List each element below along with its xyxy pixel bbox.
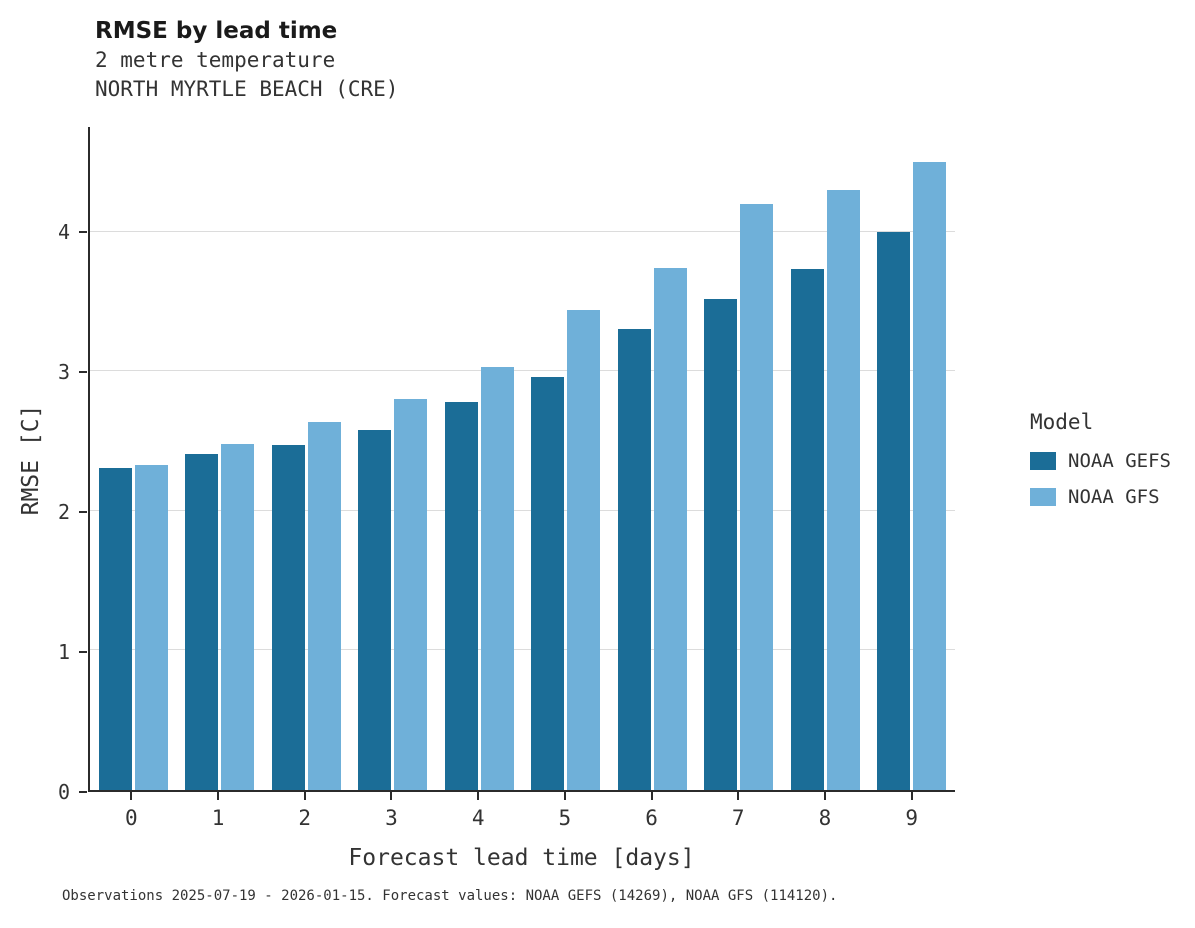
x-tickmark-8 — [823, 792, 826, 800]
x-tick-label-2: 2 — [298, 806, 312, 830]
x-axis-title: Forecast lead time [days] — [348, 845, 695, 871]
x-tick-label-1: 1 — [211, 806, 225, 830]
bar-group-day-3 — [350, 127, 437, 790]
bar-noaa-gfs-day-3 — [394, 399, 428, 790]
x-tickmark-5 — [563, 792, 566, 800]
legend-swatch-noaa-gefs — [1030, 452, 1056, 470]
x-tickmark-4 — [477, 792, 480, 800]
bar-noaa-gfs-day-7 — [740, 203, 774, 790]
gridlines-layer — [90, 127, 955, 790]
bar-group-day-2 — [263, 127, 350, 790]
caption: Observations 2025-07-19 - 2026-01-15. Fo… — [62, 888, 838, 904]
bar-noaa-gfs-day-2 — [307, 421, 341, 790]
gridline-y4 — [90, 230, 955, 232]
legend-entry-noaa-gefs: NOAA GEFS — [1030, 450, 1171, 472]
x-tick-label-6: 6 — [645, 806, 658, 830]
bar-group-day-4 — [436, 127, 523, 790]
x-tickmark-3 — [390, 792, 393, 800]
bar-noaa-gefs-day-1 — [185, 453, 219, 790]
legend-label-noaa-gfs: NOAA GFS — [1068, 486, 1160, 508]
y-tickmark-1 — [79, 651, 87, 653]
y-tickmark-0 — [79, 791, 87, 793]
x-tick-label-3: 3 — [385, 806, 398, 830]
bar-group-day-9 — [869, 127, 956, 790]
bar-group-day-1 — [177, 127, 264, 790]
y-axis-tickmarks — [79, 127, 87, 793]
bar-group-day-0 — [90, 127, 177, 790]
bar-noaa-gefs-day-8 — [790, 269, 824, 790]
bar-noaa-gfs-day-4 — [480, 367, 514, 790]
x-tickmark-9 — [910, 792, 913, 800]
y-tickmark-3 — [79, 371, 87, 373]
legend-entries: NOAA GEFS NOAA GFS — [1030, 450, 1171, 508]
gridline-y3 — [90, 370, 955, 372]
bar-noaa-gefs-day-3 — [358, 429, 392, 790]
bar-noaa-gfs-day-1 — [221, 443, 255, 790]
x-tickmark-2 — [303, 792, 306, 800]
y-tickmark-2 — [79, 511, 87, 513]
x-tickmark-1 — [217, 792, 220, 800]
y-tick-label-0: 0 — [57, 780, 70, 804]
bar-noaa-gfs-day-9 — [913, 161, 947, 790]
legend: Model NOAA GEFS NOAA GFS — [1030, 410, 1171, 508]
bar-noaa-gfs-day-0 — [134, 464, 168, 790]
bar-noaa-gefs-day-4 — [444, 401, 478, 790]
bar-noaa-gefs-day-0 — [98, 467, 132, 790]
x-tick-label-5: 5 — [558, 806, 572, 830]
bar-noaa-gfs-day-6 — [653, 267, 687, 790]
gridline-y1 — [90, 649, 955, 651]
chart-subtitle-variable: 2 metre temperature — [95, 48, 336, 72]
bar-noaa-gfs-day-5 — [567, 309, 601, 790]
x-tick-label-0: 0 — [125, 806, 138, 830]
bar-noaa-gefs-day-2 — [271, 445, 305, 790]
y-tick-label-2: 2 — [57, 500, 70, 524]
x-tick-label-4: 4 — [471, 806, 485, 830]
bar-noaa-gefs-day-7 — [704, 298, 738, 790]
y-tick-label-4: 4 — [57, 219, 70, 244]
chart-title: RMSE by lead time — [95, 18, 338, 44]
bar-noaa-gfs-day-8 — [826, 189, 860, 790]
gridline-y2 — [90, 509, 955, 511]
chart-subtitle-station: NORTH MYRTLE BEACH (CRE) — [95, 77, 399, 101]
y-tick-label-3: 3 — [57, 360, 70, 384]
bar-noaa-gefs-day-9 — [877, 231, 911, 790]
x-axis-tick-labels: 0 1 2 3 4 5 6 7 8 9 — [88, 806, 955, 836]
y-tick-label-1: 1 — [57, 640, 70, 664]
bar-group-day-8 — [782, 127, 869, 790]
x-tick-label-7: 7 — [731, 806, 745, 830]
plot-area — [88, 127, 955, 792]
bar-group-day-6 — [609, 127, 696, 790]
legend-swatch-noaa-gfs — [1030, 488, 1056, 506]
bars-layer — [90, 127, 955, 790]
x-tickmark-6 — [650, 792, 653, 800]
legend-entry-noaa-gfs: NOAA GFS — [1030, 486, 1171, 508]
legend-title: Model — [1030, 410, 1094, 434]
x-tick-label-9: 9 — [905, 806, 918, 830]
legend-label-noaa-gefs: NOAA GEFS — [1068, 450, 1171, 472]
bar-noaa-gefs-day-5 — [531, 376, 565, 790]
x-tick-label-8: 8 — [818, 806, 832, 830]
bar-group-day-7 — [696, 127, 783, 790]
bar-group-day-5 — [523, 127, 610, 790]
x-tickmark-7 — [737, 792, 740, 800]
bar-noaa-gefs-day-6 — [617, 329, 651, 790]
y-tickmark-4 — [79, 230, 87, 233]
title-block: RMSE by lead time 2 metre temperature NO… — [95, 16, 398, 104]
x-axis-tickmarks — [88, 792, 955, 800]
x-tickmark-0 — [130, 792, 133, 800]
y-axis-tick-labels: 0 1 2 3 4 — [0, 127, 70, 804]
